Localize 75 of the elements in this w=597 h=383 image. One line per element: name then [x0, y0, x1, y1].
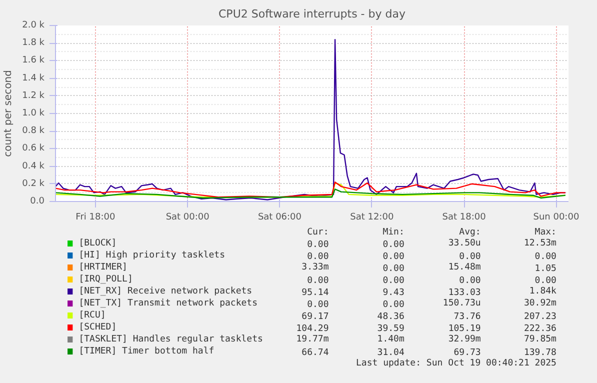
y-tick-label: 1.8 k — [22, 38, 46, 48]
y-tick-label: 1.0 k — [22, 108, 46, 118]
text: 0.00 — [382, 276, 404, 286]
text: 95.14 — [302, 288, 329, 298]
text: 0.00 — [382, 252, 404, 262]
text: 15.48m — [448, 262, 481, 272]
legend-label: [TASKLET] Handles regular tasklets — [78, 334, 263, 344]
text: 1.05 — [534, 264, 556, 274]
text: 0.00 — [534, 252, 556, 262]
x-tick-label: Sat 18:00 — [442, 212, 486, 222]
text: Cur: — [307, 228, 329, 238]
text: 69.73 — [454, 348, 481, 358]
text: 0.00 — [459, 252, 481, 262]
text: 66.74 — [302, 348, 329, 358]
text: 133.03 — [448, 288, 481, 298]
text: 207.23 — [524, 312, 556, 322]
legend-label: [TIMER] Timer bottom half — [78, 346, 214, 356]
text: 105.19 — [448, 324, 481, 334]
text: 1.40m — [377, 334, 404, 344]
text: 9.43 — [382, 288, 404, 298]
text: Last update: Sun Oct 19 00:40:21 2025 — [356, 358, 556, 368]
text: 19.77m — [296, 334, 329, 344]
text: 0.00 — [534, 276, 556, 286]
legend-label: [HRTIMER] — [78, 262, 128, 272]
text: 33.50u — [448, 238, 481, 248]
x-tick-label: Sat 00:00 — [166, 212, 210, 222]
x-tick-label: Sat 12:00 — [350, 212, 394, 222]
text: 0.00 — [307, 252, 329, 262]
text: 73.76 — [454, 312, 481, 322]
text: 150.73u — [442, 298, 481, 308]
text: 30.92m — [524, 298, 556, 308]
y-tick-label: 0.0 — [30, 196, 45, 206]
text: 12.53m — [524, 238, 556, 248]
y-tick-label: 0.2 k — [22, 178, 46, 189]
text: 48.36 — [377, 312, 404, 322]
text: Min: — [382, 228, 404, 238]
text: 1.84k — [529, 286, 558, 296]
text: Avg: — [459, 228, 481, 238]
y-tick-label: 2.0 k — [22, 20, 46, 30]
x-tick-label: Sat 06:00 — [258, 212, 302, 222]
y-axis-title: count per second — [3, 70, 14, 157]
y-tick-label: 0.6 k — [22, 144, 46, 154]
text: 0.00 — [307, 240, 329, 250]
text: 39.59 — [377, 324, 404, 334]
legend-label: [SCHED] — [78, 322, 117, 332]
y-tick-label: 1.6 k — [22, 56, 46, 66]
legend-label: [BLOCK] — [78, 238, 117, 248]
text: 139.78 — [524, 348, 556, 358]
x-tick-label: Fri 18:00 — [76, 212, 116, 222]
text: 104.29 — [296, 324, 329, 334]
text: 0.00 — [382, 240, 404, 250]
text: Max: — [534, 228, 556, 238]
y-tick-label: 1.2 k — [22, 90, 46, 101]
text: 0.00 — [459, 276, 481, 286]
text: 31.04 — [377, 348, 404, 358]
legend-label: [HI] High priority tasklets — [78, 250, 226, 260]
text: 222.36 — [524, 324, 556, 334]
text: 79.85m — [524, 334, 556, 344]
chart-title: CPU2 Software interrupts - by day — [218, 8, 406, 20]
x-tick-label: Sun 00:00 — [533, 212, 580, 222]
text: 32.99m — [448, 334, 481, 344]
line-series — [56, 188, 566, 199]
legend-label: [NET_TX] Transmit network packets — [78, 298, 258, 308]
y-tick-label: 0.8 k — [22, 126, 46, 136]
legend-label: [NET_RX] Receive network packets — [78, 286, 252, 296]
legend-label: [IRQ_POLL] — [78, 274, 133, 284]
text: 69.17 — [302, 312, 329, 322]
legend-label: [RCU] — [78, 310, 106, 320]
text: 0.00 — [382, 264, 404, 274]
text: 3.33m — [302, 262, 329, 272]
y-tick-label: 0.4 k — [22, 161, 46, 172]
y-tick-label: 1.4 k — [22, 73, 46, 84]
text: 0.00 — [307, 300, 329, 310]
text: 0.00 — [307, 276, 329, 286]
text: 0.00 — [382, 300, 404, 310]
